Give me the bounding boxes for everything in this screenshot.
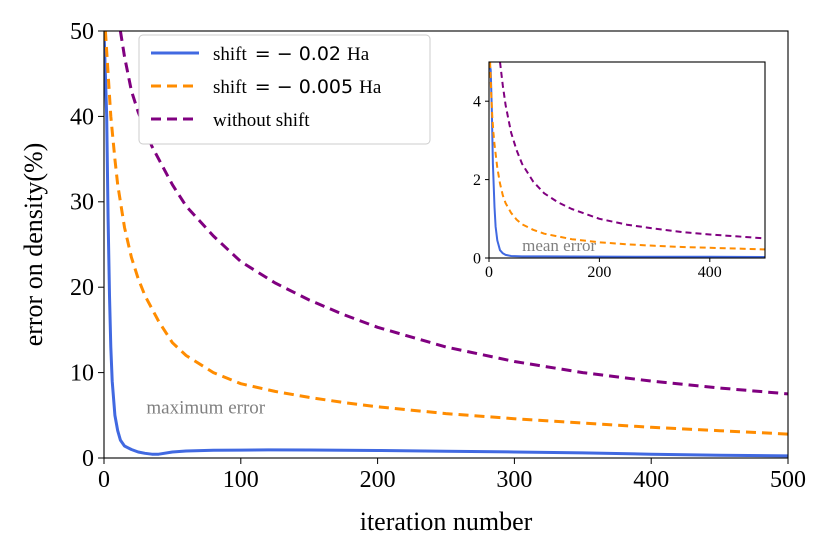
legend-label-prefix: without shift [213, 110, 310, 131]
main-x-tick-label: 500 [770, 467, 806, 493]
legend-label-prefix: shift [213, 77, 248, 98]
inset-annotation: mean error [522, 236, 596, 255]
main-y-tick-label: 0 [82, 446, 94, 472]
inset-frame [488, 61, 766, 259]
inset-y-tick-label: 4 [473, 93, 481, 110]
main-y-tick-label: 30 [70, 190, 94, 216]
inset-series-line-0 [489, 62, 765, 258]
legend-label-unit: Ha [359, 77, 382, 98]
inset-x-tick-label: 0 [485, 264, 493, 281]
inset-series-line-2 [499, 62, 765, 240]
main-x-tick-label: 200 [360, 467, 396, 493]
main-x-axis-title: iteration number [360, 507, 533, 536]
main-y-tick-label: 20 [70, 275, 94, 301]
legend-label-0: shift = − 0.02 Ha [213, 43, 370, 65]
legend-label-1: shift = − 0.005 Ha [213, 76, 382, 98]
inset-x-tick-label: 200 [587, 264, 611, 281]
inset-series-group [489, 62, 765, 258]
inset-y-tick-label: 2 [473, 172, 481, 189]
main-series-line-0 [104, 31, 788, 458]
inset-plot: 0 200 400 0 2 4 mean error [473, 61, 766, 281]
main-y-axis-title: error on density(%) [19, 143, 48, 347]
inset-series-line-1 [489, 62, 765, 251]
legend-label-prefix: shift [213, 44, 248, 65]
legend-label-value: = − 0.005 [255, 76, 353, 98]
legend-box [138, 34, 431, 145]
inset-y-tick-label: 0 [473, 250, 481, 267]
main-x-tick-label: 300 [496, 467, 532, 493]
main-frame [103, 30, 789, 459]
legend: shift = − 0.02 Ha shift = − 0.005 Ha without s… [138, 34, 431, 145]
inset-plot-area [489, 62, 765, 258]
legend-label-value: = − 0.02 [255, 43, 341, 65]
main-y-tick-label: 10 [70, 361, 94, 387]
main-annotation: maximum error [146, 398, 265, 419]
inset-x-tick-label: 400 [698, 264, 722, 281]
legend-label-2: without shift [213, 110, 310, 131]
main-y-tick-label: 50 [70, 19, 94, 45]
main-y-tick-label: 40 [70, 104, 94, 130]
legend-label-unit: Ha [347, 44, 370, 65]
main-series-line-1 [104, 31, 788, 436]
main-x-tick-label: 400 [633, 467, 669, 493]
main-x-tick-label: 100 [223, 467, 259, 493]
main-x-tick-label: 0 [98, 467, 110, 493]
